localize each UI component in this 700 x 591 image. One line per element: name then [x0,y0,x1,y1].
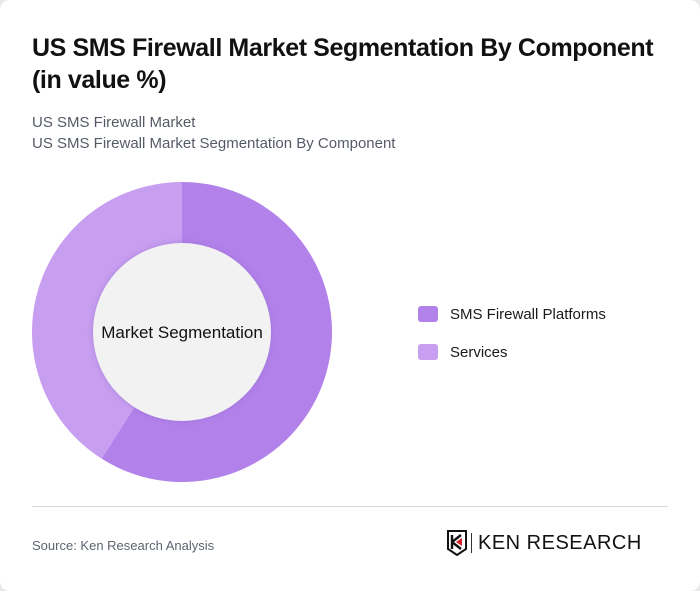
legend: SMS Firewall Platforms Services [418,304,606,380]
chart-title: US SMS Firewall Market Segmentation By C… [32,34,654,94]
ken-shield-icon [447,530,467,556]
legend-swatch-platforms [418,306,438,322]
legend-item-services[interactable]: Services [418,342,606,362]
legend-item-platforms[interactable]: SMS Firewall Platforms [418,304,606,324]
legend-label: Services [450,343,508,361]
source-text: Source: Ken Research Analysis [32,538,215,553]
donut-chart: Market Segmentation [32,182,332,482]
legend-label: SMS Firewall Platforms [450,305,606,323]
chart-subtitle-segmentation: US SMS Firewall Market Segmentation By C… [32,135,396,152]
logo-text: KEN RESEARCH [478,531,642,554]
footer-divider [32,506,668,507]
logo-separator [471,533,472,553]
donut-center-label: Market Segmentation [101,323,263,342]
donut-center [93,243,271,421]
legend-swatch-services [418,344,438,360]
ken-research-logo: KEN RESEARCH [447,530,642,556]
chart-subtitle-market: US SMS Firewall Market [32,114,196,131]
